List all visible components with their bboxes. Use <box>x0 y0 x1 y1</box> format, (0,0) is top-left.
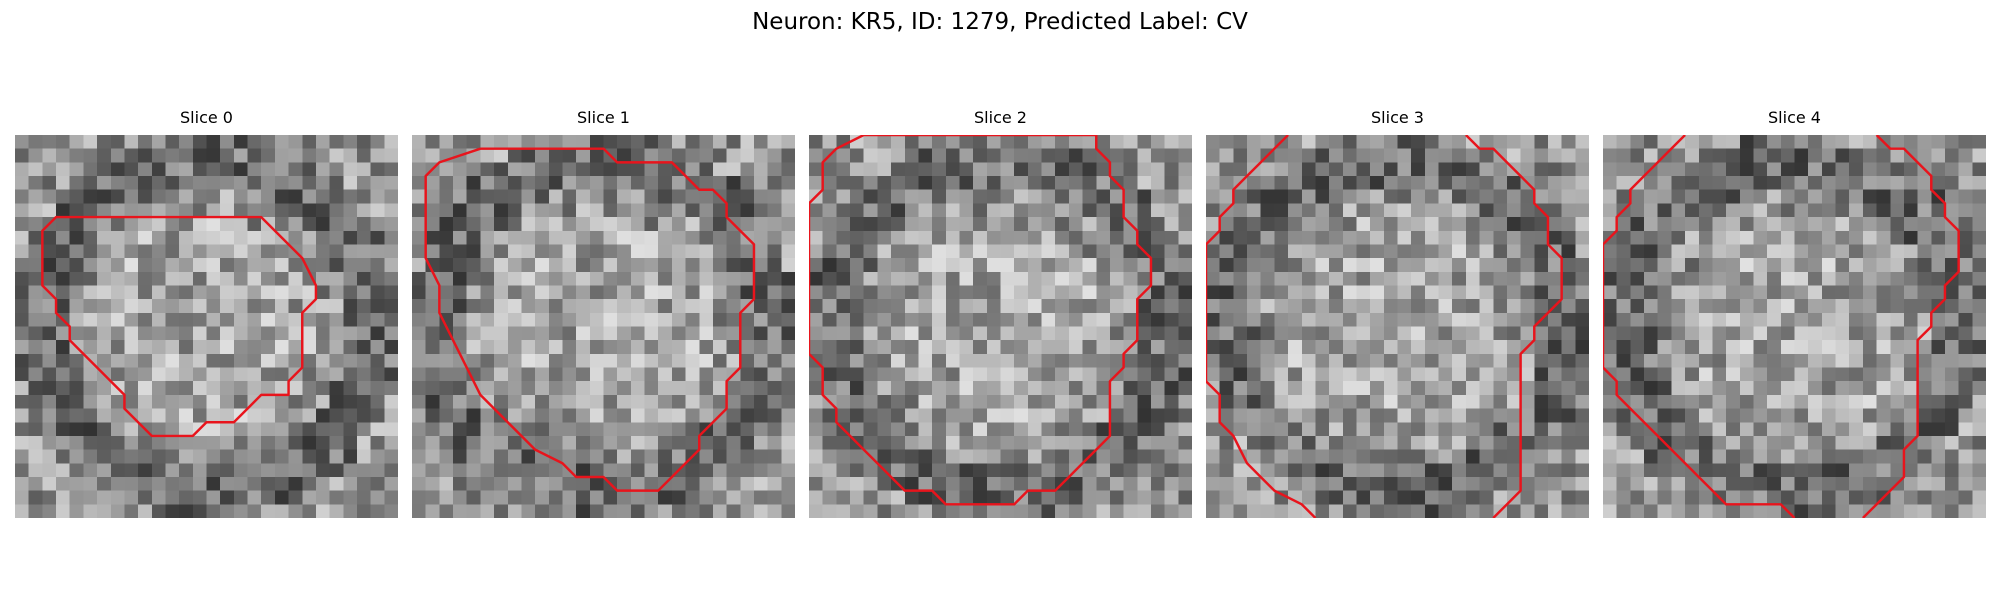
segmentation-contour <box>424 147 756 492</box>
slice-title-1: Slice 1 <box>577 108 630 127</box>
slice-title-2: Slice 2 <box>974 108 1027 127</box>
slice-image-4 <box>1603 135 1986 518</box>
slice-panel-0: Slice 0 <box>15 108 398 518</box>
slice-image-1 <box>412 135 795 518</box>
segmentation-contour <box>1465 135 1563 518</box>
figure-title: Neuron: KR5, ID: 1279, Predicted Label: … <box>752 9 1248 35</box>
slice-image-3 <box>1206 135 1589 518</box>
slice-panel-2: Slice 2 <box>809 108 1192 518</box>
slice-panel-3: Slice 3 <box>1206 108 1589 518</box>
slice-panel-4: Slice 4 <box>1603 108 1986 518</box>
pixel-texture <box>1206 135 1589 518</box>
slice-title-3: Slice 3 <box>1371 108 1424 127</box>
segmentation-contour <box>1206 135 1317 518</box>
slice-panel-1: Slice 1 <box>412 108 795 518</box>
segmentation-contour <box>809 135 1153 506</box>
segmentation-contour <box>41 215 318 438</box>
slice-image-0 <box>15 135 398 518</box>
segmentation-contour <box>1603 135 1796 518</box>
pixel-texture <box>1603 135 1986 518</box>
segmentation-contour <box>1862 135 1960 518</box>
pixel-texture <box>412 135 795 518</box>
slice-title-0: Slice 0 <box>180 108 233 127</box>
pixel-texture <box>15 135 398 518</box>
slice-title-4: Slice 4 <box>1768 108 1821 127</box>
slice-image-2 <box>809 135 1192 518</box>
pixel-texture <box>809 135 1192 518</box>
